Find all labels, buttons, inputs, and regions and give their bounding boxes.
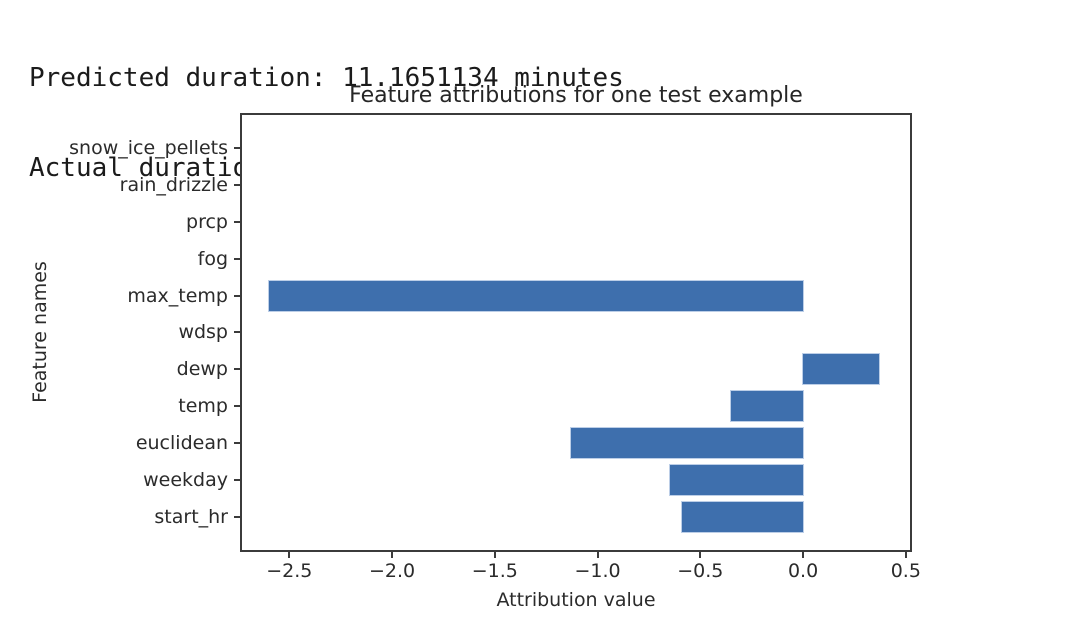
y-tick-label-rain_drizzle: rain_drizzle (119, 173, 228, 196)
bar-dewp (803, 354, 880, 385)
bar-weekday (669, 465, 804, 496)
x-tick-0.5 (904, 552, 907, 558)
x-tick-label-−1.0: −1.0 (574, 560, 621, 582)
y-tick-dewp (234, 368, 240, 371)
y-tick-label-wdsp: wdsp (178, 321, 228, 344)
x-tick-label-−2.0: −2.0 (368, 560, 416, 582)
y-tick-temp (234, 405, 240, 408)
x-tick-label-−1.5: −1.5 (471, 560, 518, 582)
y-tick-euclidean (234, 442, 240, 445)
x-tick-label-−0.5: −0.5 (677, 560, 724, 582)
x-tick-−0.5 (699, 552, 702, 558)
chart-title: Feature attributions for one test exampl… (349, 83, 803, 108)
bar-start_hr (681, 502, 804, 533)
x-tick-label-0.0: 0.0 (787, 560, 819, 582)
y-tick-label-dewp: dewp (176, 358, 228, 381)
x-tick-−1.5 (493, 552, 496, 558)
y-tick-label-weekday: weekday (143, 469, 228, 492)
predicted-duration-line: Predicted duration: 11.1651134 minutes (29, 63, 624, 93)
bar-max_temp (268, 280, 804, 311)
y-tick-label-fog: fog (197, 247, 228, 270)
y-tick-start_hr (234, 516, 240, 519)
y-tick-wdsp (234, 331, 240, 334)
x-tick-label-0.5: 0.5 (890, 560, 921, 582)
y-tick-label-start_hr: start_hr (154, 506, 228, 529)
x-tick-−2.5 (288, 552, 291, 558)
x-tick-−2.0 (391, 552, 394, 558)
y-tick-label-temp: temp (178, 395, 228, 418)
y-tick-prcp (234, 220, 240, 223)
y-tick-weekday (234, 479, 240, 482)
bar-euclidean (570, 428, 804, 459)
y-tick-snow_ice_pellets (234, 146, 240, 149)
x-tick-−1.0 (596, 552, 599, 558)
y-tick-fog (234, 257, 240, 260)
x-tick-0.0 (802, 552, 805, 558)
y-tick-max_temp (234, 294, 240, 297)
y-tick-label-snow_ice_pellets: snow_ice_pellets (69, 136, 228, 159)
y-tick-label-max_temp: max_temp (127, 284, 228, 307)
y-tick-label-euclidean: euclidean (135, 432, 228, 455)
y-tick-rain_drizzle (234, 183, 240, 186)
bar-temp (731, 391, 804, 422)
y-tick-label-prcp: prcp (186, 210, 228, 233)
x-axis-label: Attribution value (496, 589, 656, 611)
plot-area (240, 113, 912, 552)
x-tick-label-−2.5: −2.5 (266, 560, 313, 582)
